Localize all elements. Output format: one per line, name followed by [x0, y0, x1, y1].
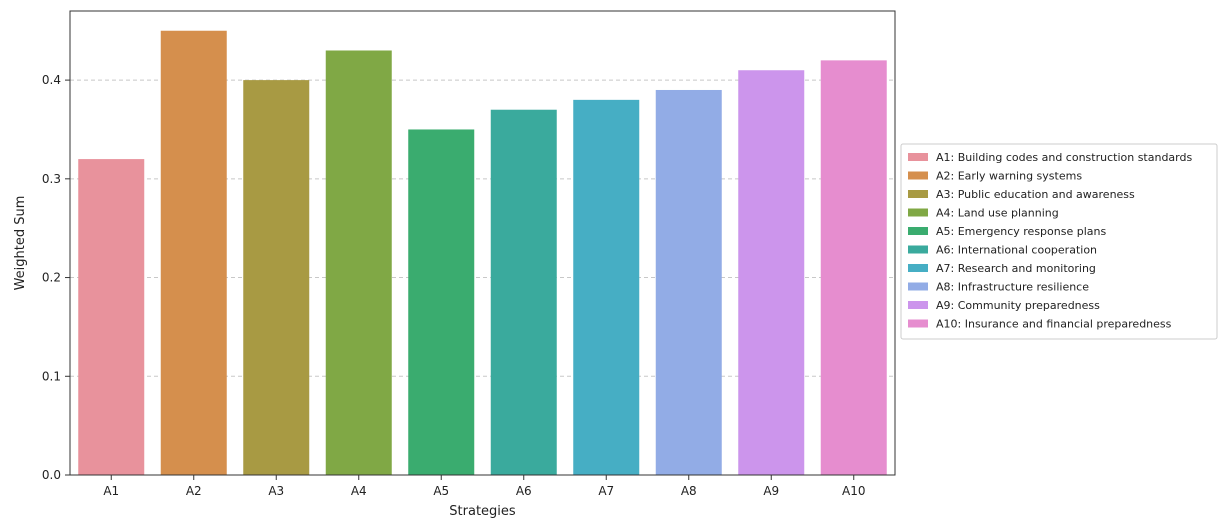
x-tick-label: A9: [763, 484, 779, 498]
x-tick-label: A8: [681, 484, 697, 498]
legend-swatch: [908, 190, 928, 198]
legend-swatch: [908, 282, 928, 291]
bar-a10: [820, 60, 887, 476]
x-axis-ticks: A1 A2 A3 A4 A5 A6 A7 A8 A9 A10: [103, 475, 865, 498]
legend-entry: A9: Community preparedness: [936, 299, 1100, 312]
legend: A1: Building codes and construction stan…: [900, 143, 1218, 340]
legend-entry: A4: Land use planning: [936, 207, 1059, 220]
legend-swatch: [908, 208, 928, 217]
bar-a7: [573, 99, 640, 475]
y-tick-label: 0.3: [42, 172, 61, 186]
y-tick-label: 0.4: [42, 73, 61, 87]
bar-a8: [655, 89, 722, 475]
legend-entry: A2: Early warning systems: [936, 170, 1082, 183]
bar-a2: [160, 30, 227, 475]
x-tick-label: A5: [433, 484, 449, 498]
bar-a3: [243, 80, 310, 475]
x-tick-label: A3: [268, 484, 284, 498]
legend-swatch: [908, 319, 928, 328]
legend-swatch: [908, 171, 928, 180]
legend-swatch: [908, 227, 928, 235]
x-tick-label: A1: [103, 484, 119, 498]
legend-entry: A5: Emergency response plans: [936, 225, 1106, 238]
legend-swatch: [908, 301, 928, 309]
bar-a6: [490, 109, 557, 476]
legend-entry: A6: International cooperation: [936, 244, 1097, 257]
legend-entry: A8: Infrastructure resilience: [936, 281, 1089, 294]
legend-box: [900, 143, 1218, 340]
bar-a5: [408, 129, 475, 475]
y-axis-label: Weighted Sum: [13, 196, 28, 291]
legend-entry: A10: Insurance and financial preparednes…: [936, 318, 1172, 331]
legend-entry: A7: Research and monitoring: [936, 262, 1096, 275]
legend-entry: A1: Building codes and construction stan…: [936, 151, 1192, 164]
bar-a1: [78, 159, 145, 475]
y-tick-label: 0.2: [42, 271, 61, 285]
y-tick-label: 0.1: [42, 369, 61, 383]
legend-entry: A3: Public education and awareness: [936, 188, 1135, 201]
bar-a9: [738, 70, 805, 475]
legend-swatch: [908, 245, 928, 254]
x-tick-label: A6: [516, 484, 532, 498]
x-tick-label: A2: [186, 484, 202, 498]
legend-swatch: [908, 264, 928, 272]
y-axis-ticks: 0.0 0.1 0.2 0.3 0.4: [42, 73, 70, 482]
x-tick-label: A10: [842, 484, 865, 498]
legend-swatch: [908, 153, 928, 161]
x-axis-label: Strategies: [449, 504, 516, 518]
x-tick-label: A4: [351, 484, 367, 498]
y-tick-label: 0.0: [42, 468, 61, 482]
x-tick-label: A7: [598, 484, 614, 498]
plot-frame: [69, 10, 896, 476]
bar-a4: [325, 50, 392, 476]
bars: [78, 30, 887, 476]
